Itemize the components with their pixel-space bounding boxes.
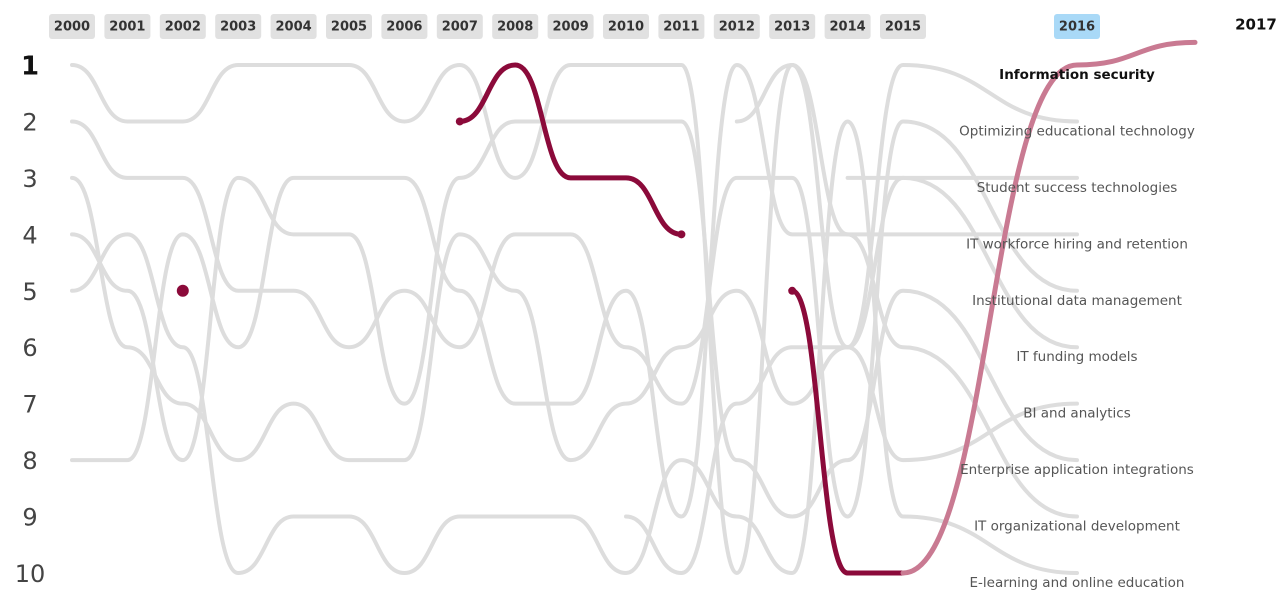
y-tick-label: 5: [22, 278, 37, 306]
highlight-layer: [176, 39, 1198, 576]
year-box: [658, 14, 705, 39]
series-label: Optimizing educational technology: [959, 123, 1195, 139]
year-box: [824, 14, 871, 39]
year-label: 2001: [109, 20, 145, 35]
rank-line: [70, 119, 1079, 519]
year-label: 2015: [885, 20, 921, 35]
year-label: 2010: [608, 20, 644, 35]
series-label: Student success technologies: [977, 180, 1178, 196]
highlight-line: [457, 62, 684, 237]
year-label: 2002: [165, 20, 201, 35]
y-tick-label: 7: [22, 391, 37, 419]
highlight-end: [455, 117, 464, 126]
series-label: IT organizational development: [974, 519, 1180, 535]
rank-line: [70, 62, 1079, 519]
series-label: Institutional data management: [972, 293, 1182, 309]
year-label: 2000: [54, 20, 90, 35]
series-label: BI and analytics: [1023, 406, 1131, 422]
y-tick-label: 9: [22, 504, 37, 532]
text-layer: 2000 2001 2002 2003 2004 2005 2006 2007 2008 2009…: [15, 14, 1277, 591]
year-box: [436, 14, 483, 39]
year-box: [381, 14, 428, 39]
year-box: [270, 14, 317, 39]
year-label: 2016: [1059, 20, 1095, 35]
year-label: 2008: [497, 20, 533, 35]
rank-line: [70, 119, 1079, 576]
year-label: 2007: [442, 20, 478, 35]
year-box: [603, 14, 649, 39]
year-box: [49, 14, 95, 39]
year-box: [547, 14, 594, 39]
year-box: [159, 14, 206, 39]
rank-line: [70, 62, 1079, 576]
highlight-line: [789, 288, 906, 576]
y-tick-label: 10: [15, 560, 46, 588]
year-label: 2004: [276, 20, 312, 35]
year-label: 2012: [719, 20, 755, 35]
year-box: [104, 14, 151, 39]
y-tick-label: 1: [21, 52, 39, 82]
year-box-current: [1054, 14, 1100, 39]
lines-layer: [70, 62, 1079, 576]
series-label: Information security: [999, 67, 1155, 83]
rank-line: [624, 345, 1079, 576]
rank-line: [70, 119, 1079, 519]
y-tick-label: 3: [22, 165, 37, 193]
highlight-end: [677, 230, 686, 239]
series-label: E-learning and online education: [970, 575, 1185, 591]
highlight-dot: [176, 284, 189, 297]
year-box: [769, 14, 816, 39]
year-label: 2014: [830, 20, 866, 35]
year-label: 2006: [386, 20, 422, 35]
highlight-end: [788, 286, 797, 295]
year-box: [215, 14, 262, 39]
year-label: 2011: [663, 20, 699, 35]
year-box: [326, 14, 372, 39]
series-label: IT workforce hiring and retention: [966, 236, 1188, 252]
year-label: 2005: [331, 20, 367, 35]
year-box: [492, 14, 539, 39]
y-tick-label: 2: [22, 108, 37, 136]
series-label: IT funding models: [1016, 349, 1137, 365]
highlight-line: [900, 39, 1198, 576]
year-label: 2017: [1235, 16, 1277, 34]
year-label: 2003: [220, 20, 256, 35]
year-label: 2009: [553, 20, 589, 35]
series-label: Enterprise application integrations: [960, 462, 1194, 478]
y-tick-label: 4: [22, 221, 37, 249]
y-tick-label: 6: [22, 334, 37, 362]
y-tick-label: 8: [22, 447, 37, 475]
year-label: 2013: [774, 20, 810, 35]
year-box: [880, 14, 926, 39]
year-box: [713, 14, 760, 39]
